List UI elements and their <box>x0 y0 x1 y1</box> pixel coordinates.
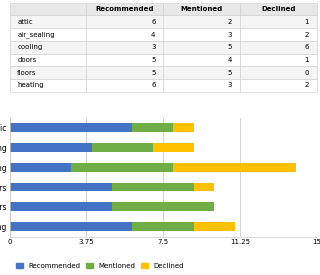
Bar <box>10 222 132 231</box>
Bar <box>132 222 194 231</box>
Bar <box>173 163 296 172</box>
Bar <box>10 143 92 152</box>
Bar <box>173 123 194 132</box>
Bar <box>71 163 173 172</box>
Bar <box>10 123 132 132</box>
Bar <box>112 202 214 211</box>
Bar <box>153 143 194 152</box>
Bar <box>10 202 112 211</box>
Bar <box>194 183 214 191</box>
Bar <box>10 183 112 191</box>
Legend: Recommended, Mentioned, Declined: Recommended, Mentioned, Declined <box>13 260 187 271</box>
Bar <box>132 123 173 132</box>
Bar <box>112 183 194 191</box>
Bar <box>194 222 235 231</box>
Bar <box>10 163 71 172</box>
Bar <box>92 143 153 152</box>
